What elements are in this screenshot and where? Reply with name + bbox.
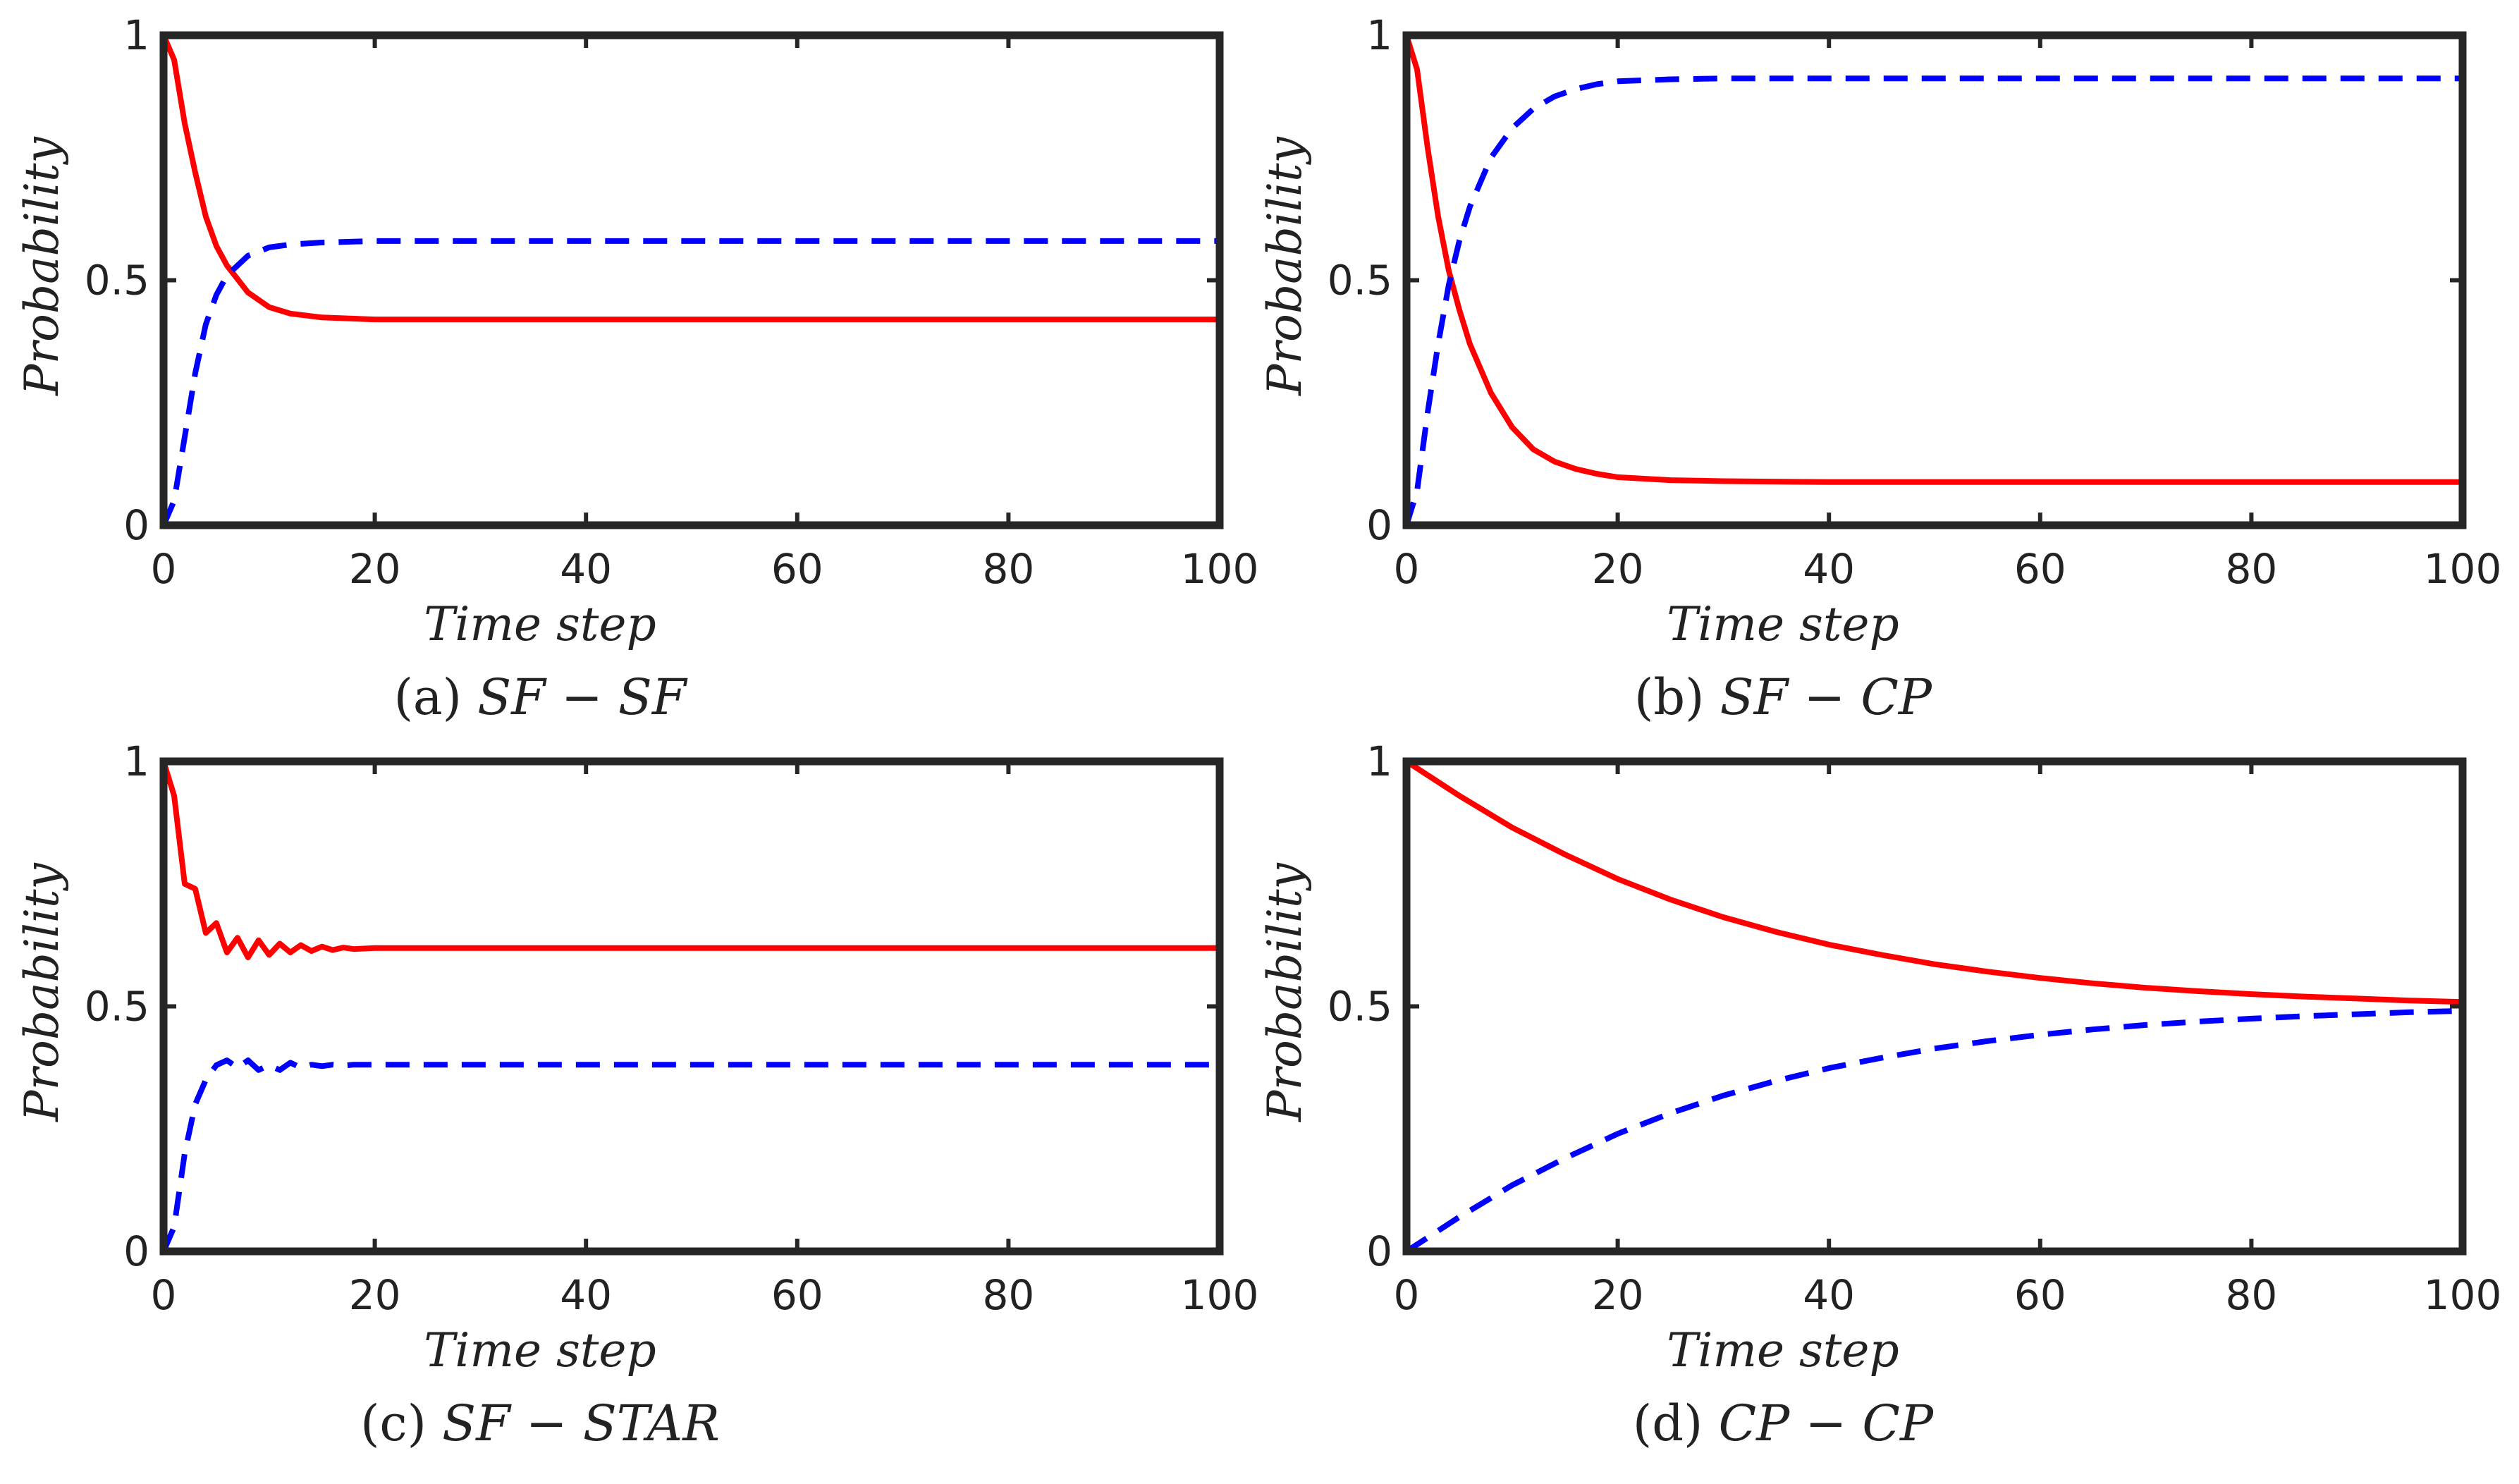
y-tick-label: 1 — [123, 737, 149, 785]
panel-caption: (d) CP − CP — [1633, 1394, 1935, 1452]
x-axis-label: Time step — [1667, 1323, 1899, 1378]
x-tick-label: 40 — [1803, 1271, 1855, 1319]
x-tick-label: 60 — [2014, 1271, 2066, 1319]
series-line-dashed — [1404, 75, 2463, 527]
y-tick-label: 0 — [123, 1227, 149, 1275]
x-tick-label: 20 — [349, 1271, 401, 1319]
x-tick-label: 60 — [2014, 545, 2066, 593]
y-tick-label: 0 — [1366, 501, 1392, 549]
y-tick-label: 0.5 — [1328, 983, 1392, 1031]
series-line-solid — [1404, 759, 2465, 1005]
panel-b: 0 20 40 60 80 100 0 0.5 1 Time step Probability (b)… — [1258, 11, 2501, 726]
caption-name: SF − STAR — [442, 1394, 720, 1452]
x-tick-label: 40 — [1803, 545, 1855, 593]
series-line-dashed — [1404, 1007, 2463, 1254]
x-axis-label: Time step — [1667, 597, 1899, 651]
x-tick-label: 80 — [982, 545, 1034, 593]
y-tick-label: 0 — [123, 501, 149, 549]
x-tick-label: 80 — [2225, 545, 2277, 593]
x-axis-label: Time step — [424, 597, 656, 651]
x-tick-label: 40 — [560, 1271, 612, 1319]
caption-name: SF − CP — [1720, 668, 1933, 726]
plot-frame — [159, 31, 1224, 529]
x-tick-label: 0 — [151, 545, 177, 593]
x-tick-label: 60 — [771, 545, 823, 593]
caption-tag: (b) — [1634, 668, 1720, 726]
panel-d: 0 20 40 60 80 100 0 0.5 1 Time step Probability (d)… — [1258, 737, 2501, 1452]
x-tick-label: 20 — [1592, 1271, 1644, 1319]
y-axis-label: Probability — [1258, 136, 1312, 395]
y-tick-label: 1 — [123, 11, 149, 59]
panel-caption: (b) SF − CP — [1634, 668, 1933, 726]
y-axis-label: Probability — [1258, 862, 1312, 1122]
series-line-dashed — [161, 1057, 1220, 1253]
caption-name: CP − CP — [1719, 1394, 1935, 1452]
x-tick-label: 0 — [151, 1271, 177, 1319]
series-line-solid — [1404, 32, 2465, 485]
x-tick-label: 100 — [1181, 1271, 1259, 1319]
x-tick-label: 40 — [560, 545, 612, 593]
x-tick-label: 60 — [771, 1271, 823, 1319]
plot-frame — [1402, 757, 2467, 1256]
x-tick-label: 80 — [2225, 1271, 2277, 1319]
x-tick-label: 20 — [1592, 545, 1644, 593]
caption-name: SF − SF — [477, 668, 688, 726]
y-axis-label: Probability — [15, 862, 69, 1122]
series-line-dashed — [161, 238, 1220, 527]
y-tick-label: 0 — [1366, 1227, 1392, 1275]
y-tick-label: 0.5 — [85, 257, 149, 305]
series-line-solid — [161, 759, 1222, 960]
panel-caption: (c) SF − STAR — [360, 1394, 720, 1452]
y-tick-label: 0.5 — [1328, 257, 1392, 305]
x-tick-label: 100 — [2424, 545, 2502, 593]
caption-tag: (a) — [394, 668, 478, 726]
panel-a: 0 20 40 60 80 100 0 0.5 1 Time step Probability (a)… — [15, 11, 1258, 726]
plot-frame — [1402, 31, 2467, 529]
y-tick-label: 1 — [1366, 11, 1392, 59]
panel-caption: (a) SF − SF — [394, 668, 688, 726]
y-tick-label: 0.5 — [85, 983, 149, 1031]
y-tick-label: 1 — [1366, 737, 1392, 785]
x-tick-label: 80 — [982, 1271, 1034, 1319]
series-line-solid — [161, 32, 1222, 323]
panel-c: 0 20 40 60 80 100 0 0.5 1 Time step Probability (c)… — [15, 737, 1258, 1452]
x-tick-label: 20 — [349, 545, 401, 593]
caption-tag: (d) — [1633, 1394, 1719, 1452]
x-tick-label: 100 — [1181, 545, 1259, 593]
x-axis-label: Time step — [424, 1323, 656, 1378]
x-tick-label: 0 — [1394, 545, 1420, 593]
x-tick-label: 0 — [1394, 1271, 1420, 1319]
x-tick-label: 100 — [2424, 1271, 2502, 1319]
plot-frame — [159, 757, 1224, 1256]
y-axis-label: Probability — [15, 136, 69, 395]
caption-tag: (c) — [360, 1394, 442, 1452]
